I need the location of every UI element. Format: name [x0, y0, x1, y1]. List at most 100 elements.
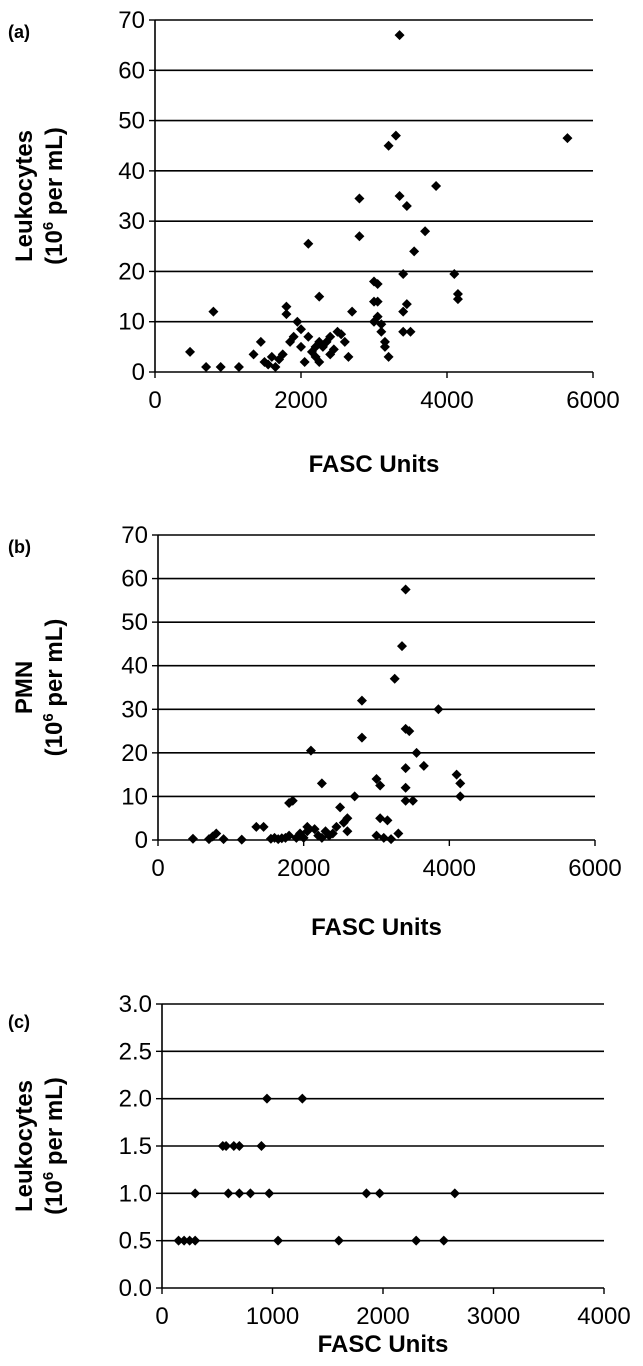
- data-point: [292, 316, 303, 327]
- data-point: [396, 641, 407, 652]
- data-point: [375, 813, 386, 824]
- y-tick-label: 20: [118, 258, 145, 285]
- y-tick-label: 20: [121, 740, 148, 767]
- data-point: [255, 336, 266, 347]
- y-tick-label: 10: [118, 309, 145, 336]
- data-point: [236, 834, 247, 845]
- data-point: [349, 791, 360, 802]
- y-axis-unit-prefix: (10: [41, 722, 68, 757]
- y-axis-unit-suffix: per mL): [41, 1077, 68, 1172]
- x-tick-label: 2000: [274, 387, 327, 414]
- data-point: [356, 732, 367, 743]
- y-tick-label: 40: [118, 158, 145, 185]
- data-point: [281, 309, 292, 320]
- x-tick-label: 4000: [420, 387, 473, 414]
- x-axis-title: FASC Units: [318, 1331, 449, 1358]
- y-axis-unit-superscript: 6: [40, 713, 57, 721]
- data-point: [327, 828, 338, 839]
- data-point: [431, 180, 442, 191]
- data-point: [379, 336, 390, 347]
- data-point: [389, 673, 400, 684]
- data-point: [184, 1235, 195, 1246]
- data-point: [438, 1235, 449, 1246]
- data-point: [394, 191, 405, 201]
- data-point: [333, 1235, 344, 1246]
- data-point: [215, 361, 226, 372]
- y-tick-label: 3.0: [119, 991, 152, 1018]
- data-point: [211, 828, 222, 839]
- data-point: [303, 331, 314, 342]
- data-point: [455, 778, 466, 789]
- y-axis-title-line2: (106 per mL): [40, 619, 68, 757]
- y-axis-unit-suffix: per mL): [41, 127, 68, 222]
- data-point: [248, 349, 259, 360]
- data-point: [394, 30, 405, 41]
- y-axis-title: Leukocytes (106 per mL): [11, 127, 68, 265]
- x-tick-label: 6000: [568, 855, 621, 882]
- data-point: [411, 747, 422, 758]
- panel-label: (a): [8, 22, 30, 42]
- data-point: [299, 356, 310, 367]
- data-point: [356, 695, 367, 706]
- data-point: [339, 336, 350, 347]
- data-point: [277, 349, 288, 360]
- data-point: [383, 140, 394, 151]
- x-tick-label: 0: [151, 855, 164, 882]
- data-point: [251, 821, 262, 832]
- data-point: [398, 326, 409, 337]
- data-point: [296, 341, 306, 352]
- y-axis-unit-superscript: 6: [40, 1172, 57, 1180]
- y-tick-label: 30: [121, 696, 148, 723]
- data-point: [400, 795, 411, 806]
- data-point: [335, 802, 346, 813]
- data-point: [245, 1188, 256, 1199]
- y-axis-unit-prefix: (10: [41, 230, 68, 265]
- x-tick-label: 3000: [467, 1303, 520, 1330]
- data-point: [433, 704, 444, 715]
- y-tick-label: 40: [121, 653, 148, 680]
- data-point: [270, 361, 281, 372]
- y-tick-label: 0: [135, 827, 148, 854]
- y-tick-label: 70: [121, 522, 148, 549]
- data-point: [372, 296, 383, 307]
- data-point: [264, 1188, 275, 1199]
- data-point: [451, 769, 462, 780]
- y-axis-title-line2: (106 per mL): [40, 127, 68, 265]
- y-axis-unit-superscript: 6: [40, 222, 57, 230]
- data-point: [382, 815, 393, 826]
- y-tick-label: 30: [118, 208, 145, 235]
- data-point: [452, 289, 463, 300]
- x-axis-title: FASC Units: [309, 451, 440, 478]
- data-point: [386, 834, 397, 845]
- data-point: [452, 294, 463, 305]
- data-point: [343, 351, 354, 362]
- data-point: [393, 828, 404, 839]
- y-tick-label: 2.0: [119, 1086, 152, 1113]
- data-point: [379, 341, 390, 352]
- data-point: [305, 745, 316, 756]
- y-tick-label: 60: [118, 57, 145, 84]
- data-point: [187, 833, 198, 844]
- data-point: [401, 299, 412, 310]
- data-point: [218, 834, 229, 845]
- data-point: [401, 201, 412, 212]
- data-point: [449, 1188, 460, 1199]
- y-axis-unit-suffix: per mL): [41, 619, 68, 714]
- data-point: [287, 795, 298, 806]
- y-tick-label: 1.5: [119, 1133, 152, 1160]
- panel-label: (b): [8, 537, 31, 557]
- data-point: [284, 830, 295, 841]
- data-point: [281, 301, 292, 312]
- data-point: [354, 193, 365, 204]
- data-point: [179, 1235, 190, 1246]
- data-point: [371, 774, 382, 784]
- y-tick-label: 50: [121, 609, 148, 636]
- y-tick-label: 0: [132, 359, 145, 386]
- data-point: [296, 324, 306, 335]
- data-point: [342, 813, 353, 824]
- data-point: [190, 1188, 201, 1199]
- data-point: [409, 246, 420, 257]
- data-point: [361, 1188, 372, 1199]
- data-point: [261, 1093, 272, 1104]
- y-tick-label: 0.5: [119, 1228, 152, 1255]
